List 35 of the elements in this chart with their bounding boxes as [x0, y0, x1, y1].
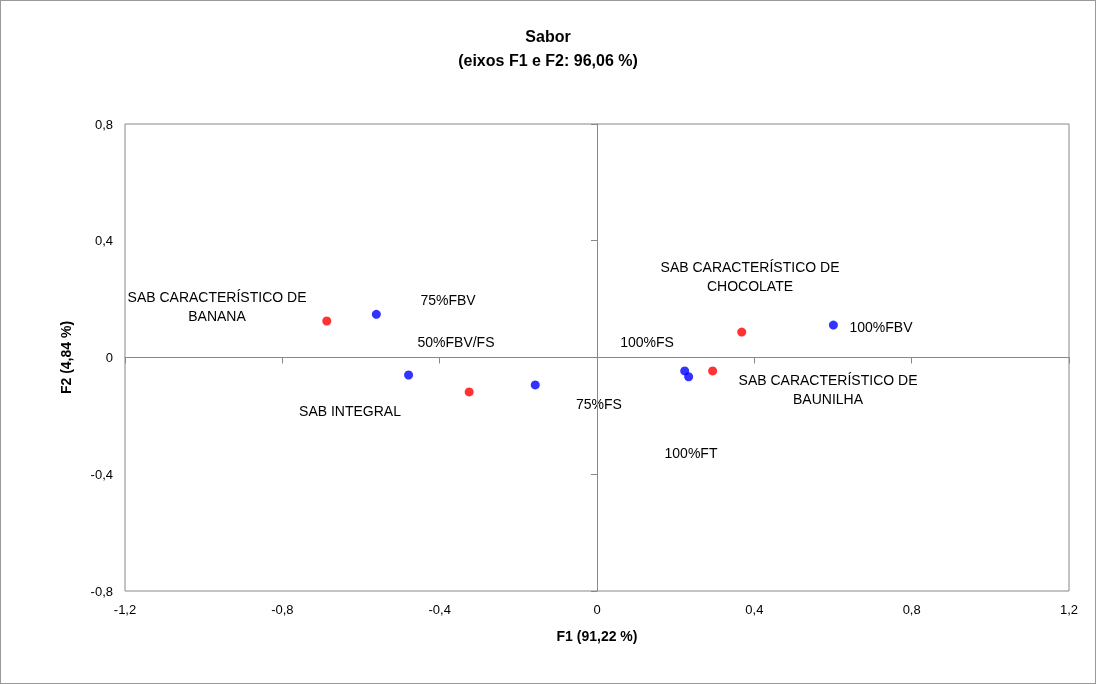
- annotation: 100%FS: [620, 334, 674, 350]
- annotation: SAB INTEGRAL: [299, 403, 402, 419]
- point: [371, 309, 381, 319]
- x-tick-label: -0,4: [428, 602, 451, 617]
- x-tick-label: 1,2: [1059, 602, 1079, 617]
- x-tick-label: 0,8: [902, 602, 921, 617]
- annotation: 50%FBV/FS: [417, 334, 495, 350]
- point: [530, 380, 540, 390]
- x-axis-title: F1 (91,22 %): [556, 628, 638, 644]
- point: [684, 372, 694, 382]
- annotation: SAB CARACTERÍSTICO DE BANANA: [127, 288, 307, 324]
- point: [404, 370, 414, 380]
- y-tick-label: -0,4: [90, 466, 113, 482]
- chart-subtitle: (eixos F1 e F2: 96,06 %): [458, 51, 638, 69]
- y-tick-label: -0,8: [90, 583, 113, 599]
- x-tick-label: -1,2: [113, 602, 137, 617]
- y-axis-title: F2 (4,84 %): [58, 320, 74, 395]
- x-tick-label: -0,8: [271, 602, 294, 617]
- y-tick-label: 0,4: [94, 233, 113, 249]
- point: [322, 316, 332, 326]
- annotation: SAB CARACTERÍSTICO DE BAUNILHA: [738, 371, 918, 407]
- annotation: 75%FS: [576, 396, 622, 412]
- point: [708, 366, 718, 376]
- chart-title: Sabor: [525, 27, 571, 45]
- point: [828, 320, 838, 330]
- x-tick-label: 0,4: [745, 602, 764, 617]
- annotation: 100%FBV: [849, 319, 914, 335]
- y-tick-label: 0: [105, 350, 113, 365]
- point: [737, 327, 747, 337]
- point: [464, 387, 474, 397]
- x-tick-label: 0: [593, 602, 601, 617]
- annotation: 100%FT: [664, 445, 718, 461]
- annotation: SAB CARACTERÍSTICO DE CHOCOLATE: [660, 258, 840, 294]
- y-tick-label: 0,8: [94, 116, 113, 132]
- annotation: 75%FBV: [420, 292, 477, 308]
